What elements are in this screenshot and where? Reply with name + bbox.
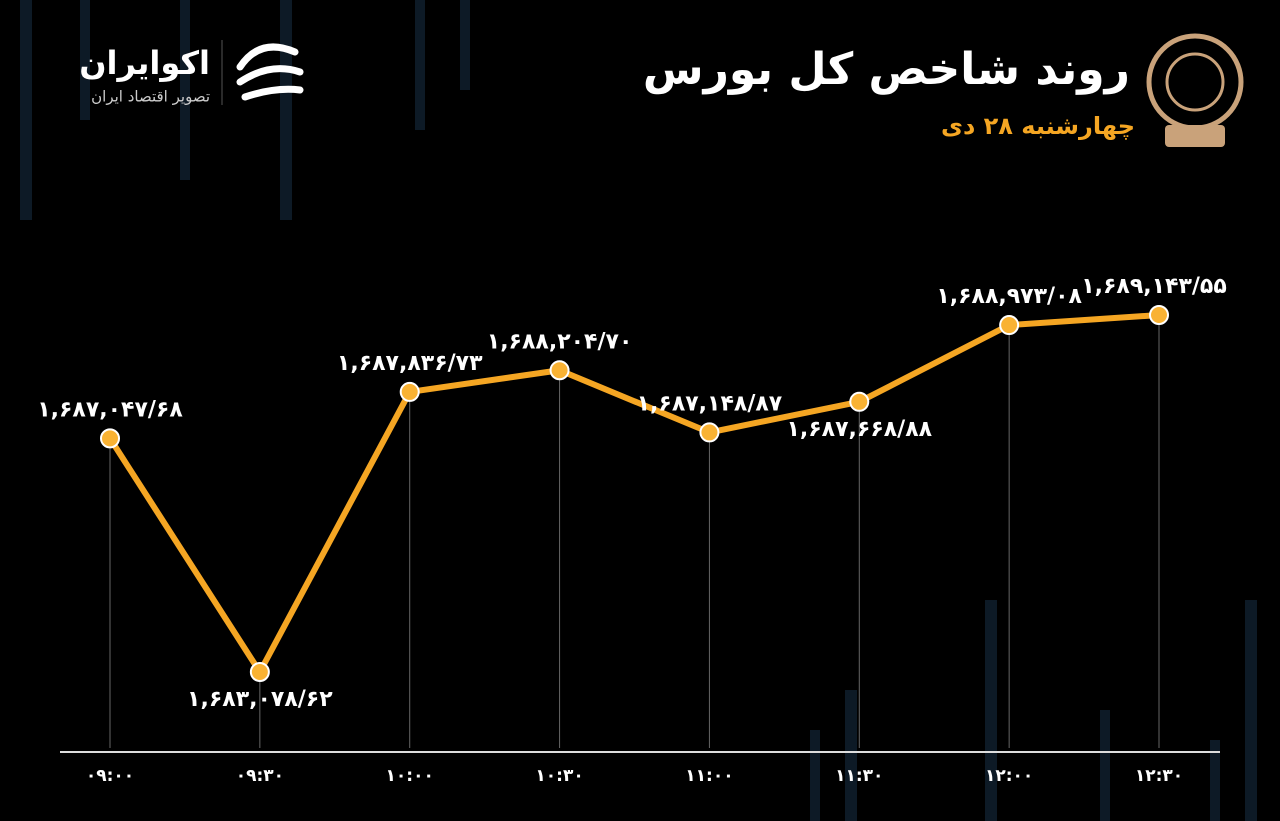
data-label: ۱,۶۸۷,۱۴۸/۸۷ [637,391,783,416]
data-label: ۱,۶۸۳,۰۷۸/۶۲ [187,687,333,712]
subtitle: چهارشنبه ۲۸ دی [941,112,1135,140]
x-tick-label: ۱۲:۰۰ [985,766,1033,786]
data-point [699,422,720,443]
data-point [249,662,270,682]
data-label: ۱,۶۸۷,۶۶۸/۸۸ [786,417,932,442]
x-tick-label: ۱۲:۳۰ [1135,766,1183,786]
data-point [1149,305,1169,325]
data-label: ۱,۶۸۷,۰۴۷/۶۸ [37,397,183,422]
data-label: ۱,۶۸۸,۲۰۴/۷۰ [487,329,633,354]
x-tick-label: ۱۰:۰۰ [386,766,434,786]
data-label: ۱,۶۸۹,۱۴۳/۵۵ [1081,274,1227,299]
brand: اکوایران [79,44,210,82]
data-line [107,312,1160,675]
data-label: ۱,۶۸۸,۹۷۳/۰۸ [936,284,1082,309]
data-label: ۱,۶۸۷,۸۳۶/۷۳ [337,351,483,376]
x-tick-label: ۱۱:۳۰ [835,766,883,786]
data-point [100,428,120,449]
x-tick-label: ۰۹:۳۰ [236,766,284,786]
logo [221,33,1244,147]
data-point [999,315,1020,336]
decor [20,0,1257,821]
x-tick-label: ۰۹:۰۰ [86,766,134,786]
data-point [549,360,570,381]
data-point [399,381,420,402]
tagline: تصویر اقتصاد ایران [91,88,210,106]
title: روند شاخص کل بورس [643,44,1130,95]
data-point [849,391,870,412]
x-tick-label: ۱۱:۰۰ [685,766,733,786]
x-tick-label: ۱۰:۳۰ [535,766,583,786]
